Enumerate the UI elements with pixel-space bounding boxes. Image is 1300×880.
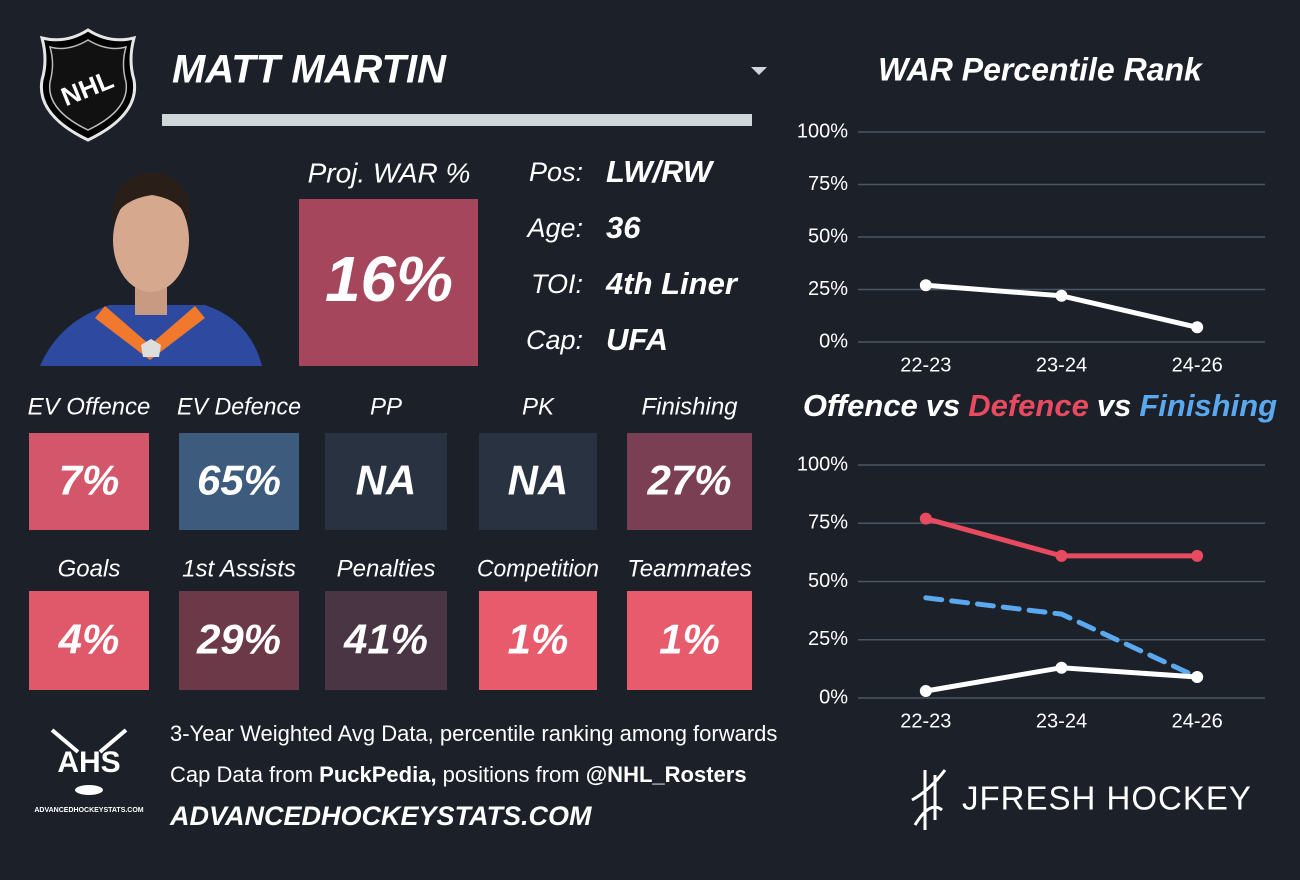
tile-label: PP bbox=[370, 393, 402, 420]
header-underline bbox=[162, 114, 752, 126]
tile-value: 1% bbox=[508, 616, 569, 663]
ahs-sticks bbox=[50, 728, 128, 754]
title-separator: vs bbox=[926, 388, 960, 423]
x-tick-label: 22-23 bbox=[900, 710, 951, 732]
tile-box bbox=[479, 591, 597, 690]
x-tick-label: 24-26 bbox=[1172, 710, 1223, 732]
tile-label: Penalties bbox=[337, 555, 436, 582]
x-tick-label: 22-23 bbox=[900, 354, 951, 376]
footer-line: 3-Year Weighted Avg Data, percentile ran… bbox=[170, 721, 777, 746]
tile-label: EV Offence bbox=[28, 393, 151, 420]
y-tick-label: 0% bbox=[819, 330, 848, 352]
tile-label: Teammates bbox=[627, 555, 752, 582]
y-tick-label: 75% bbox=[808, 173, 848, 195]
point bbox=[1055, 549, 1068, 562]
x-tick-label: 23-24 bbox=[1036, 354, 1087, 376]
point bbox=[1055, 289, 1068, 302]
legend-entry: Finishing bbox=[1139, 388, 1277, 423]
tile-value: 27% bbox=[646, 457, 731, 504]
tile-box bbox=[179, 433, 299, 530]
tile-box bbox=[325, 433, 447, 530]
x-tick-label: 23-24 bbox=[1036, 710, 1087, 732]
tile-box bbox=[479, 433, 597, 530]
brand: JFRESH HOCKEY bbox=[962, 780, 1252, 817]
ahs-logo: AHS ADVANCEDHOCKEYSTATS.COM bbox=[34, 728, 144, 814]
tile-label: PK bbox=[522, 393, 555, 420]
tile-box bbox=[627, 433, 752, 530]
footer-text: Cap Data from bbox=[170, 762, 319, 787]
projection-value: 16% bbox=[325, 243, 453, 315]
info-value: 36 bbox=[606, 210, 641, 245]
info-label: Cap: bbox=[526, 325, 583, 355]
footer-text: positions from bbox=[437, 762, 586, 787]
dropdown-arrow[interactable] bbox=[751, 67, 767, 75]
tile-box bbox=[29, 433, 149, 530]
footer-line: Cap Data from PuckPedia, positions from … bbox=[170, 762, 747, 787]
tile-value: 4% bbox=[58, 616, 120, 663]
tile-value: NA bbox=[508, 457, 569, 504]
projection-label: Proj. WAR % bbox=[308, 157, 471, 188]
y-tick-label: 100% bbox=[797, 120, 848, 142]
point bbox=[919, 685, 932, 698]
ahs-logo-text: AHS bbox=[57, 746, 120, 779]
ahs-puck bbox=[75, 785, 103, 795]
y-tick-label: 75% bbox=[808, 512, 848, 534]
tile-label: 1st Assists bbox=[182, 555, 296, 582]
tile-value: 29% bbox=[196, 616, 281, 663]
legend-entry: Offence bbox=[803, 388, 918, 423]
info-label: Pos: bbox=[529, 157, 583, 187]
footer-text: @NHL_Rosters bbox=[586, 762, 747, 787]
series-line bbox=[923, 595, 1200, 680]
point bbox=[1055, 661, 1068, 674]
tile-label: Goals bbox=[58, 555, 121, 582]
tile-box bbox=[179, 591, 299, 690]
tile-value: 65% bbox=[197, 457, 281, 504]
player-photo bbox=[40, 172, 262, 366]
y-tick-label: 100% bbox=[797, 453, 848, 475]
content: Proj. WAR % 16% Pos: LW/RW Age: 36 TOI: 4th Lin… bbox=[28, 51, 1278, 831]
y-tick-label: 25% bbox=[808, 628, 848, 650]
info-value: UFA bbox=[606, 322, 668, 357]
footer-text: 3-Year Weighted Avg Data, percentile ran… bbox=[170, 721, 777, 746]
y-tick-label: 50% bbox=[808, 570, 848, 592]
point bbox=[1191, 671, 1204, 684]
tile-label: EV Defence bbox=[177, 393, 301, 420]
tile-value: 7% bbox=[59, 457, 120, 504]
x-tick-label: 24-26 bbox=[1172, 354, 1223, 376]
chart-title: Offence vs Defence vs Finishing bbox=[803, 388, 1277, 423]
tile-label: Competition bbox=[477, 555, 599, 582]
tile-label: Finishing bbox=[641, 393, 738, 420]
tile-value: NA bbox=[356, 457, 417, 504]
point bbox=[919, 279, 932, 292]
footer-text: PuckPedia, bbox=[319, 762, 436, 787]
tile-value: 1% bbox=[659, 616, 720, 663]
tile-box bbox=[29, 591, 149, 690]
title-separator: vs bbox=[1097, 388, 1131, 423]
legend-entry: Defence bbox=[968, 388, 1089, 423]
info-value: LW/RW bbox=[606, 154, 715, 189]
point bbox=[1191, 321, 1204, 334]
brand-glyph bbox=[911, 769, 947, 830]
info-label: Age: bbox=[525, 213, 583, 243]
point bbox=[919, 512, 932, 525]
footer-line: ADVANCEDHOCKEYSTATS.COM bbox=[169, 801, 592, 831]
y-tick-label: 50% bbox=[808, 225, 848, 247]
footer-text: ADVANCEDHOCKEYSTATS.COM bbox=[169, 801, 592, 831]
nhl-logo: NHL bbox=[39, 28, 137, 142]
ahs-logo-caption: ADVANCEDHOCKEYSTATS.COM bbox=[34, 807, 143, 814]
tile-box bbox=[627, 591, 752, 690]
y-tick-label: 25% bbox=[808, 278, 848, 300]
info-value: 4th Liner bbox=[605, 266, 739, 301]
tile-box bbox=[325, 591, 447, 690]
player-name: MATT MARTIN bbox=[172, 48, 447, 92]
info-label: TOI: bbox=[531, 269, 583, 299]
projection-box bbox=[299, 199, 478, 366]
chart-title: WAR Percentile Rank bbox=[878, 51, 1204, 87]
tile-value: 41% bbox=[343, 616, 428, 663]
point bbox=[1191, 549, 1204, 562]
y-tick-label: 0% bbox=[819, 686, 848, 708]
